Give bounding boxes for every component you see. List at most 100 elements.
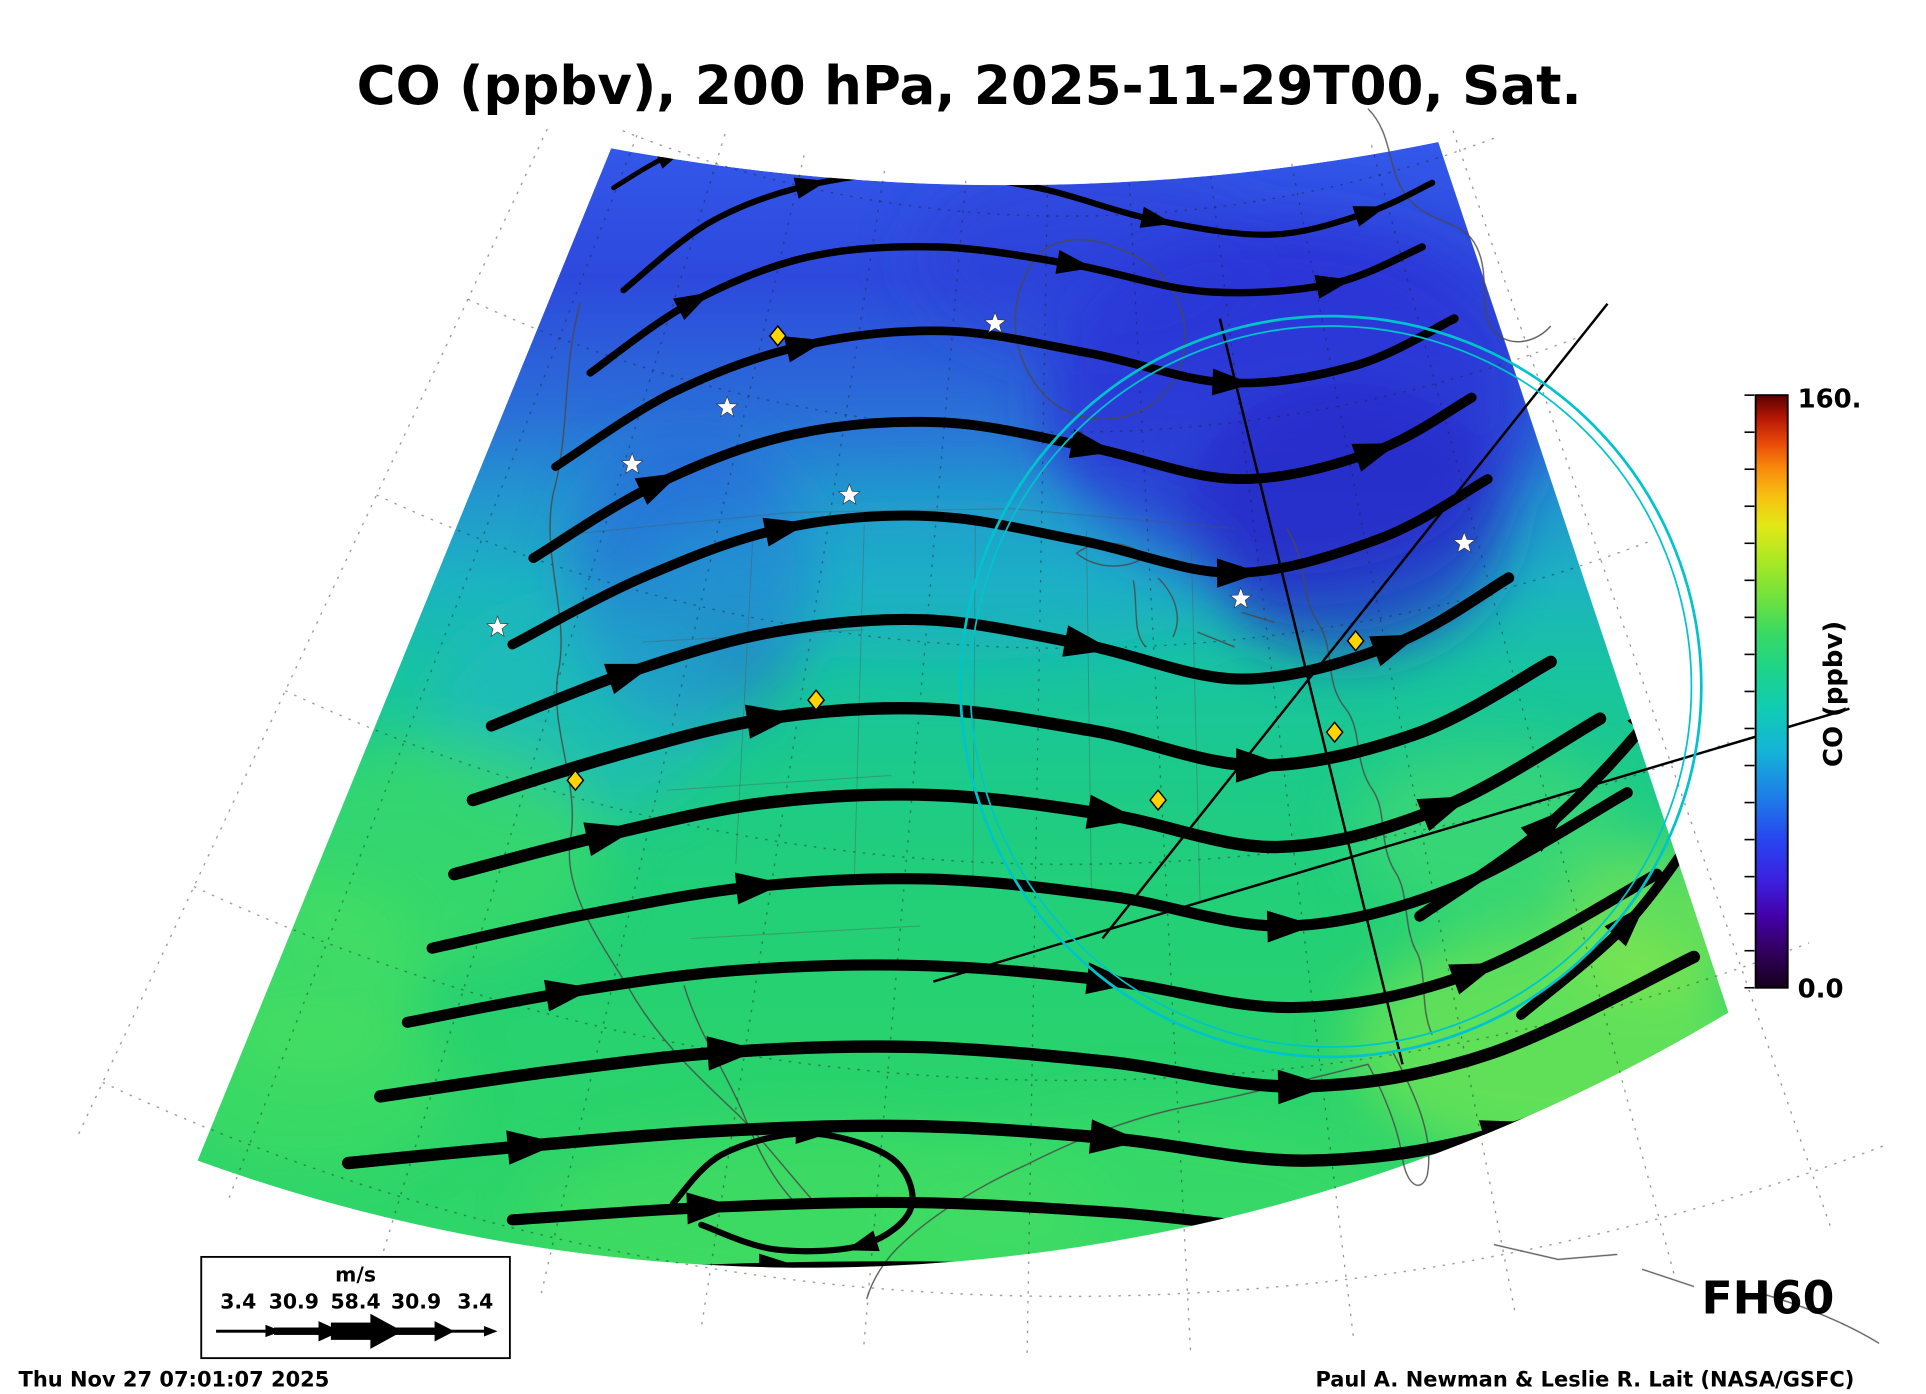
cross-line	[933, 707, 1850, 983]
streamline-arrowhead	[1416, 795, 1471, 832]
streamline-arrowhead	[1351, 443, 1398, 472]
star-marker	[983, 311, 1007, 334]
cross-section-lines	[933, 303, 1850, 1065]
arrow-segment	[446, 1329, 492, 1333]
streamline-arrowhead	[672, 292, 711, 320]
streamline	[426, 787, 1633, 954]
range-ring-outer	[959, 314, 1703, 1059]
streamline-arrowhead	[686, 1192, 735, 1225]
colorbar-gradient	[1754, 394, 1789, 989]
wind-legend-unit: m/s	[335, 1263, 376, 1287]
parallel-line	[467, 298, 1577, 433]
streamline-arrowhead	[783, 336, 826, 363]
co-field	[197, 142, 1729, 1268]
streamline-arrowhead	[1088, 1119, 1143, 1154]
streamline-arrowhead	[544, 979, 594, 1012]
wind-speed-legend: m/s 3.4 30.9 58.4 30.9 3.4	[200, 1255, 511, 1360]
streamline-arrowhead	[1314, 275, 1353, 299]
streamline-arrowhead	[1448, 963, 1499, 995]
diamond-marker	[1149, 789, 1168, 812]
border-line	[735, 518, 1201, 902]
streamline-arrowhead	[1068, 429, 1115, 459]
wind-legend-arrow-scale	[216, 1313, 498, 1349]
streamline-arrowhead	[1085, 794, 1140, 829]
streamline-arrowhead	[734, 872, 785, 905]
arrow-head	[483, 1326, 498, 1337]
streamline-arrowhead	[506, 1130, 560, 1165]
star-marker	[1452, 531, 1476, 553]
streamline-arrowhead	[1216, 558, 1261, 588]
parallel-line	[193, 886, 1810, 1081]
figure-title: CO (ppbv), 200 hPa, 2025-11-29T00, Sat.	[357, 55, 1582, 117]
streamline-arrowhead	[1478, 1120, 1534, 1154]
streamline-arrowhead	[1266, 910, 1316, 943]
credit: Paul A. Newman & Leslie R. Lait (NASA/GS…	[1315, 1368, 1854, 1392]
diamond-marker	[768, 324, 787, 347]
arrow-segment	[216, 1329, 266, 1333]
streamline-arrowhead	[762, 517, 809, 547]
streamline-arrowhead	[1369, 634, 1420, 667]
streamline	[551, 314, 1459, 472]
coastlines	[549, 108, 1880, 1344]
streamline-arrowhead	[793, 177, 828, 199]
wind-legend-box	[200, 1255, 511, 1360]
arrow-segment	[392, 1327, 440, 1335]
diamond-marker	[1325, 721, 1344, 744]
streamline-arrowhead	[759, 1253, 800, 1268]
coastline-caribbean	[1493, 1243, 1880, 1344]
forecast-hour-label: FH60	[1701, 1272, 1834, 1325]
coastline-east-coast	[1285, 528, 1433, 1035]
star-marker	[1229, 586, 1253, 609]
streamline-arrowhead	[744, 704, 799, 739]
wind-legend-value: 3.4	[457, 1290, 493, 1314]
wind-legend-value: 30.9	[391, 1290, 441, 1314]
streamline-arrowhead	[1085, 962, 1135, 995]
wind-legend-value: 58.4	[330, 1290, 380, 1314]
streamline-arrowhead	[1277, 1069, 1330, 1105]
diamond-marker	[807, 689, 826, 712]
wind-legend-value: 3.4	[220, 1290, 256, 1314]
cross-line	[1218, 318, 1404, 1065]
coastline	[683, 985, 794, 1201]
streamline	[507, 474, 1493, 650]
streamline-arrowhead	[1139, 206, 1174, 228]
streamline-arrowhead	[1211, 368, 1253, 396]
streamline-arrowhead	[1235, 748, 1288, 783]
streamlines	[341, 142, 1729, 1268]
station-markers	[486, 311, 1476, 812]
wind-legend-value: 30.9	[269, 1290, 319, 1314]
diamond-marker	[1346, 629, 1365, 652]
star-marker	[486, 615, 509, 637]
streamline-arrowhead	[583, 822, 638, 857]
arrow-head	[434, 1321, 455, 1342]
streamline-arrowhead	[603, 663, 655, 695]
arrow-head	[318, 1321, 341, 1342]
colorbar-min-label: 0.0	[1798, 975, 1844, 1005]
coastline-great-lakes	[1132, 577, 1275, 648]
streamline	[374, 950, 1701, 1103]
arrow-head	[370, 1313, 403, 1349]
streamline	[466, 655, 1557, 807]
streamline	[573, 1261, 1593, 1268]
colorbar-ticks	[1744, 394, 1755, 989]
streamline-arrowhead	[795, 1122, 828, 1144]
streamline-arrowhead	[1520, 808, 1568, 852]
coastline-gulf	[866, 1051, 1430, 1300]
range-ring	[959, 314, 1703, 1059]
streamline-arrowhead	[1171, 1264, 1212, 1268]
timestamp: Thu Nov 27 07:01:07 2025	[19, 1368, 330, 1392]
diamond-marker	[566, 769, 585, 792]
range-ring-inner	[969, 325, 1693, 1048]
streamline-arrowhead	[1299, 1213, 1348, 1246]
star-marker	[620, 452, 644, 474]
coastline-greenland	[1367, 108, 1552, 343]
coastline	[549, 302, 816, 1204]
coastline-hudson-bay	[1014, 238, 1186, 420]
colorbar-max-label: 160.	[1798, 384, 1862, 414]
border-line	[577, 508, 1235, 534]
arrow-segment	[274, 1327, 321, 1335]
streamline-arrowhead	[1062, 625, 1113, 657]
arrow-head	[265, 1324, 282, 1338]
star-marker	[838, 483, 861, 505]
